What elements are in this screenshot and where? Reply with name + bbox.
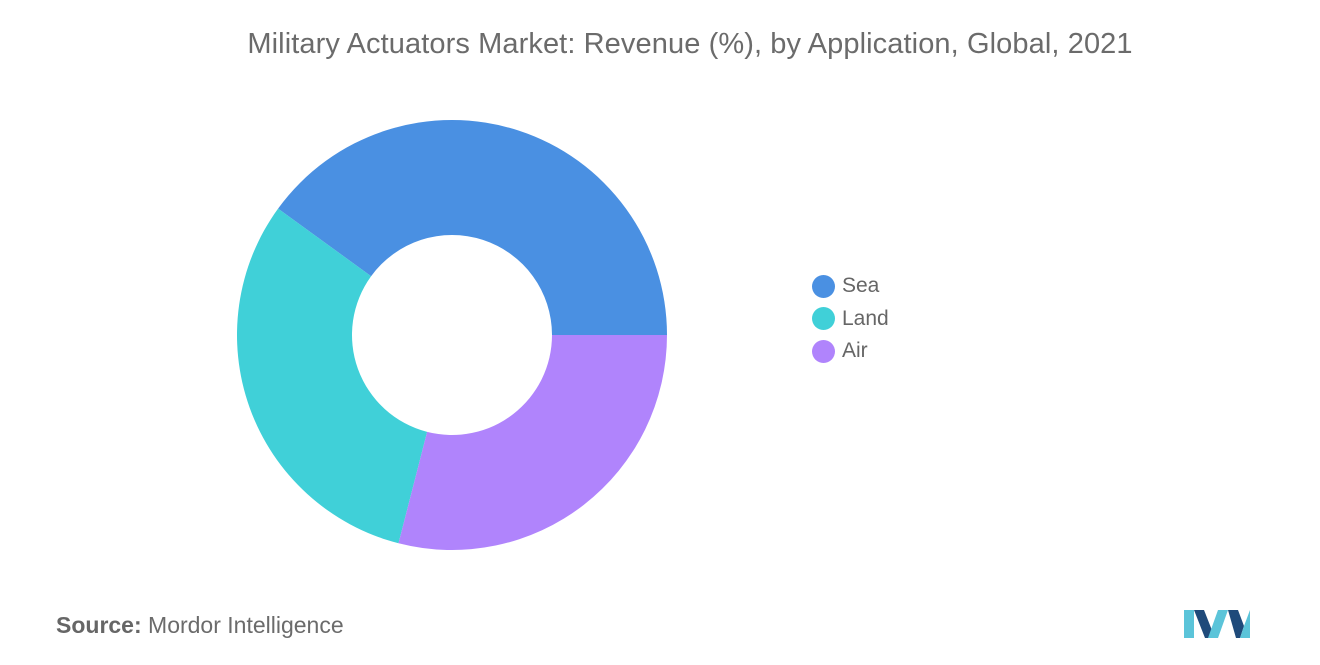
legend-label: Air: [842, 339, 868, 363]
legend-swatch-icon: [812, 274, 835, 298]
legend-item-air: Air: [812, 335, 889, 368]
legend-item-sea: Sea: [812, 270, 889, 303]
legend-label: Sea: [842, 274, 880, 298]
source-value: Mordor Intelligence: [148, 612, 344, 638]
donut-slice-air: [398, 335, 667, 550]
source-note: Source: Mordor Intelligence: [56, 612, 344, 639]
donut-slice-sea: [278, 119, 667, 335]
donut-slice-land: [236, 208, 428, 544]
legend-label: Land: [842, 306, 889, 330]
chart-title: Military Actuators Market: Revenue (%), …: [247, 28, 1133, 60]
mordor-intelligence-logo-icon: [1184, 610, 1250, 638]
legend-swatch-icon: [812, 307, 835, 331]
legend-swatch-icon: [812, 339, 835, 363]
chart-legend: Sea Land Air: [812, 270, 889, 368]
source-label: Source:: [56, 612, 142, 638]
legend-item-land: Land: [812, 303, 889, 336]
